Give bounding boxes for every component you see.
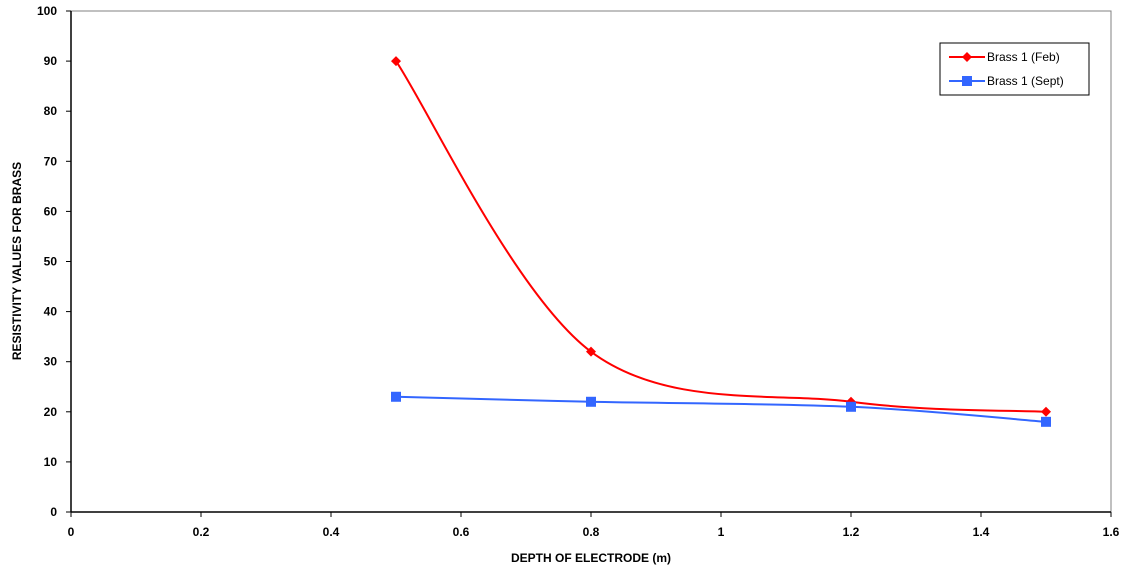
data-point xyxy=(391,56,401,67)
x-tick-label: 1.6 xyxy=(1103,525,1120,539)
legend-marker-sept xyxy=(962,76,972,86)
axis-ticks: 0 10 20 30 40 50 60 70 80 90 100 0 0.2 0.4 0.6 0.8 1 1.2 1… xyxy=(37,4,1120,539)
data-point xyxy=(586,396,596,407)
y-tick-label: 90 xyxy=(44,54,58,68)
y-tick-label: 70 xyxy=(44,154,58,168)
plot-area xyxy=(70,10,1112,513)
x-tick-label: 1 xyxy=(718,525,725,539)
data-point xyxy=(586,346,596,357)
y-tick-label: 20 xyxy=(44,405,58,419)
series-line xyxy=(395,60,1047,413)
legend-marker-feb xyxy=(962,52,972,62)
legend-label-feb: Brass 1 (Feb) xyxy=(987,50,1060,64)
x-tick-label: 0.6 xyxy=(453,525,470,539)
x-axis-title: DEPTH OF ELECTRODE (m) xyxy=(511,551,671,565)
legend-label-sept: Brass 1 (Sept) xyxy=(987,74,1064,88)
x-tick-label: 0.8 xyxy=(583,525,600,539)
series-1 xyxy=(391,391,1051,427)
series-layer xyxy=(391,56,1051,427)
y-tick-label: 30 xyxy=(44,355,58,369)
y-axis-title: RESISTIVITY VALUES FOR BRASS xyxy=(10,162,24,360)
x-tick-label: 1.2 xyxy=(843,525,860,539)
y-tick-label: 60 xyxy=(44,204,58,218)
data-point xyxy=(1041,406,1051,417)
data-point xyxy=(1041,416,1051,427)
y-tick-label: 0 xyxy=(50,505,57,519)
y-tick-label: 10 xyxy=(44,455,58,469)
x-tick-label: 0.2 xyxy=(193,525,210,539)
axes xyxy=(70,11,1111,513)
y-tick-label: 50 xyxy=(44,255,58,269)
series-line xyxy=(395,395,1047,423)
legend-box xyxy=(939,42,1090,96)
data-point xyxy=(846,401,856,412)
data-point xyxy=(391,391,401,402)
x-tick-label: 0.4 xyxy=(323,525,340,539)
y-tick-label: 100 xyxy=(37,4,57,18)
legend: Brass 1 (Feb) Brass 1 (Sept) xyxy=(939,42,1090,96)
x-tick-label: 1.4 xyxy=(973,525,990,539)
x-tick-label: 0 xyxy=(68,525,75,539)
y-tick-label: 40 xyxy=(44,305,58,319)
y-tick-label: 80 xyxy=(44,104,58,118)
